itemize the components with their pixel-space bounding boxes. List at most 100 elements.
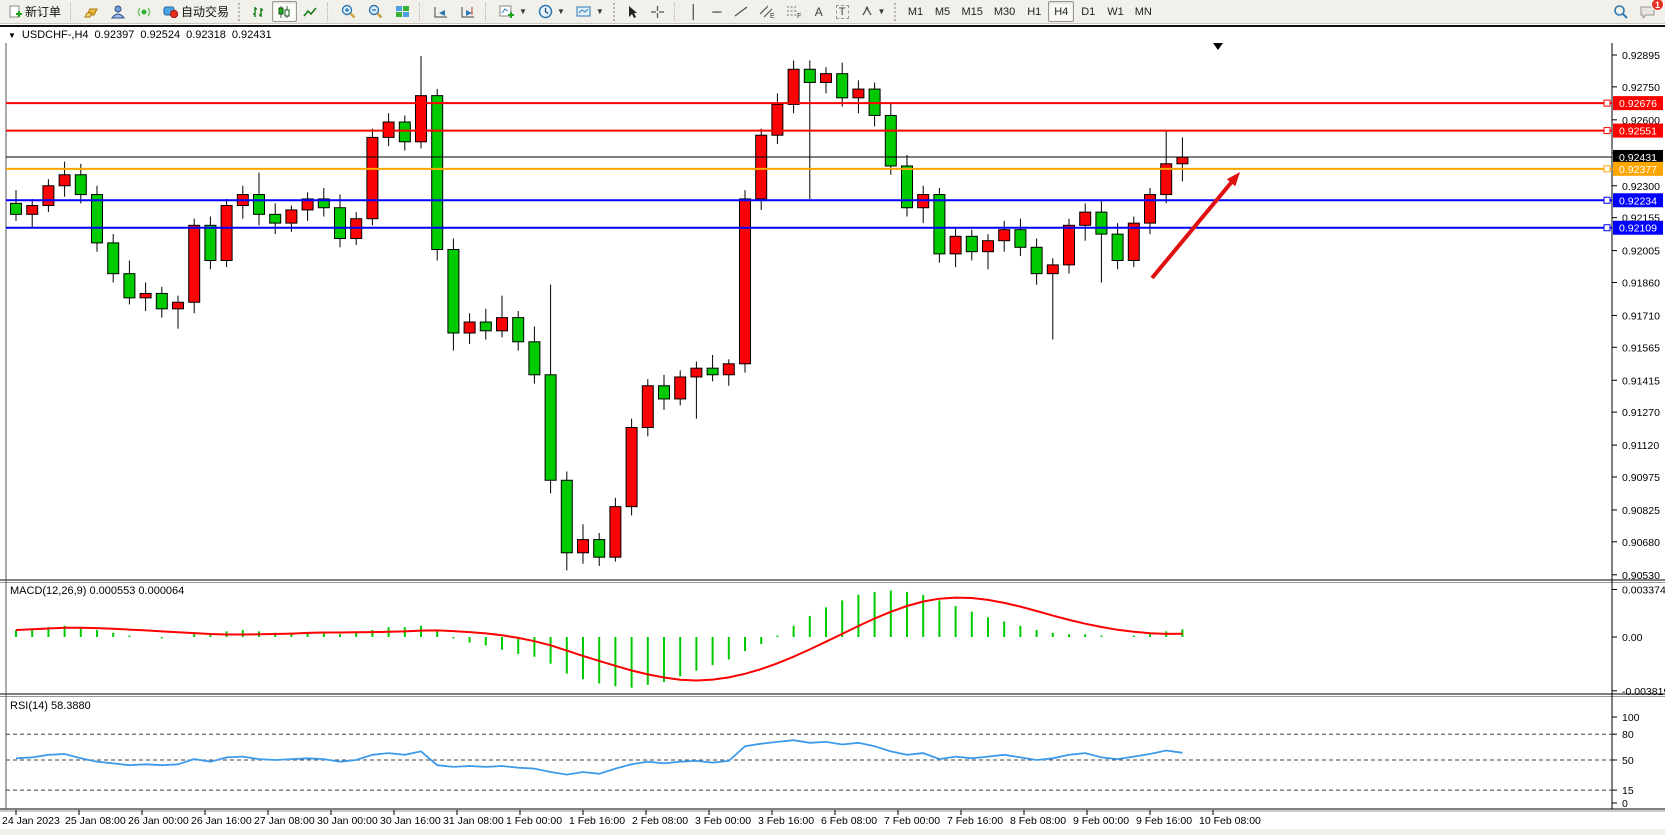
tab-timeframe-mn[interactable]: MN bbox=[1134, 5, 1152, 18]
channel-label: E bbox=[770, 13, 775, 18]
candle-body bbox=[74, 174, 87, 196]
candle-body bbox=[26, 205, 39, 215]
rsi-panel[interactable] bbox=[6, 733, 1612, 791]
trend-arrow[interactable] bbox=[1150, 181, 1233, 280]
candle-body bbox=[1063, 224, 1075, 266]
line-chart-button[interactable] bbox=[298, 1, 323, 22]
date-tick-label: 25 Jan 08:00 bbox=[65, 815, 126, 827]
period-button[interactable]: ▼ bbox=[533, 1, 570, 22]
line-handle[interactable] bbox=[1603, 196, 1611, 204]
new-order-label: 新订单 bbox=[25, 5, 62, 19]
vertical-line-button[interactable]: │ bbox=[683, 1, 705, 22]
line-handle[interactable] bbox=[1603, 99, 1611, 107]
profile-button[interactable] bbox=[106, 1, 131, 22]
candle-body bbox=[641, 385, 654, 429]
candle-body bbox=[658, 385, 670, 400]
gold-button[interactable] bbox=[79, 1, 105, 22]
add-indicator-button[interactable]: ▼ bbox=[494, 1, 532, 22]
channel-icon: E bbox=[759, 5, 775, 18]
price-line-badge bbox=[1613, 193, 1663, 208]
candle-body bbox=[10, 202, 22, 215]
candle-body bbox=[706, 367, 719, 376]
candle-body bbox=[123, 273, 136, 299]
date-tick-label: 1 Feb 00:00 bbox=[506, 815, 562, 827]
tab-timeframe-h4[interactable]: H4 bbox=[1048, 1, 1075, 22]
candlestick-chart-icon bbox=[278, 5, 290, 18]
candle-body bbox=[269, 213, 282, 224]
macd-panel[interactable] bbox=[15, 590, 1184, 688]
auto-scroll-button[interactable] bbox=[428, 1, 454, 22]
tab-timeframe-m5[interactable]: M5 bbox=[934, 5, 951, 18]
line-handle[interactable] bbox=[1603, 127, 1611, 135]
candlestick-chart-button[interactable] bbox=[272, 1, 298, 22]
cursor-icon bbox=[628, 5, 637, 18]
text-tool-button[interactable]: A bbox=[808, 1, 830, 22]
chart-high-value: 0.92524 bbox=[140, 29, 181, 41]
tab-timeframe-w1[interactable]: W1 bbox=[1107, 5, 1124, 18]
channel-button[interactable]: E bbox=[754, 1, 780, 22]
candle-body bbox=[836, 73, 849, 99]
candle-body bbox=[722, 363, 735, 376]
candle-body bbox=[1014, 229, 1027, 248]
new-order-button[interactable]: 新订单 bbox=[4, 1, 66, 22]
tab-timeframe-m15[interactable]: M15 bbox=[961, 5, 983, 18]
crosshair-button[interactable] bbox=[645, 1, 670, 22]
line-handle[interactable] bbox=[1603, 224, 1611, 232]
candle-body bbox=[528, 341, 541, 376]
candle-body bbox=[188, 224, 201, 303]
price-tick-label: 0.92005 bbox=[1622, 246, 1660, 258]
tab-timeframe-m30[interactable]: M30 bbox=[993, 5, 1016, 18]
chart-shift-marker[interactable] bbox=[1213, 43, 1223, 50]
price-tick-label: 0.92895 bbox=[1622, 50, 1660, 62]
main-price-panel[interactable] bbox=[0, 27, 1665, 835]
horizontal-line-button[interactable]: ─ bbox=[706, 1, 728, 22]
fibonacci-button[interactable]: F bbox=[781, 1, 807, 22]
label-tool-button[interactable]: T bbox=[831, 1, 854, 22]
candle-body bbox=[1144, 194, 1156, 224]
price-tick-label: 0.91860 bbox=[1622, 277, 1660, 289]
line-handle[interactable] bbox=[1603, 165, 1611, 173]
collapse-arrow-icon[interactable]: ▼ bbox=[8, 30, 16, 40]
arrows-tool-button[interactable]: ▼ bbox=[855, 1, 891, 22]
time-scale[interactable]: 24 Jan 2023 25 Jan 08:00 26 Jan 00:00 26 Ja… bbox=[0, 810, 1665, 835]
notifications-button[interactable]: 1 bbox=[1635, 0, 1664, 22]
candle-body bbox=[739, 198, 751, 365]
candle-body bbox=[674, 376, 687, 400]
template-button[interactable]: ▼ bbox=[571, 1, 609, 22]
chart-shift-button[interactable] bbox=[455, 1, 481, 22]
tab-timeframe-h1[interactable]: H1 bbox=[1027, 5, 1042, 18]
candle-body bbox=[317, 198, 330, 209]
candle-body bbox=[755, 134, 768, 200]
signal-button[interactable] bbox=[132, 1, 157, 22]
zoom-in-icon bbox=[341, 4, 356, 19]
candle-body bbox=[463, 321, 476, 334]
arrows-tool-icon bbox=[861, 6, 872, 16]
date-tick-label: 1 Feb 16:00 bbox=[569, 815, 625, 827]
candle-body bbox=[901, 165, 913, 209]
auto-trading-button[interactable]: 自动交易 bbox=[158, 1, 234, 22]
date-tick-label: 27 Jan 08:00 bbox=[254, 815, 315, 827]
gold-icon bbox=[84, 8, 98, 18]
price-scale[interactable]: 0.928950.927500.926000.924500.923000.921… bbox=[1612, 50, 1665, 810]
bar-chart-button[interactable] bbox=[246, 1, 271, 22]
price-tick-label: 0.90680 bbox=[1622, 537, 1660, 549]
zoom-out-button[interactable] bbox=[363, 1, 389, 22]
date-tick-label: 9 Feb 16:00 bbox=[1136, 815, 1192, 827]
cursor-button[interactable] bbox=[621, 1, 644, 22]
price-line-badge bbox=[1613, 96, 1663, 111]
chart-low-value: 0.92318 bbox=[186, 29, 226, 41]
zoom-in-button[interactable] bbox=[336, 1, 362, 22]
candle-body bbox=[172, 301, 184, 310]
trendline-button[interactable] bbox=[729, 1, 753, 22]
tab-timeframe-d1[interactable]: D1 bbox=[1081, 5, 1096, 18]
candle-body bbox=[949, 235, 962, 255]
line-chart-icon bbox=[303, 7, 317, 16]
search-button[interactable] bbox=[1608, 1, 1634, 22]
price-tick-label: 0.91270 bbox=[1622, 407, 1660, 419]
tile-windows-button[interactable] bbox=[390, 1, 415, 22]
chart-shift-icon bbox=[461, 6, 475, 17]
tab-timeframe-m1[interactable]: M1 bbox=[907, 5, 924, 18]
date-tick-label: 3 Feb 16:00 bbox=[758, 815, 814, 827]
candle-body bbox=[771, 103, 784, 136]
